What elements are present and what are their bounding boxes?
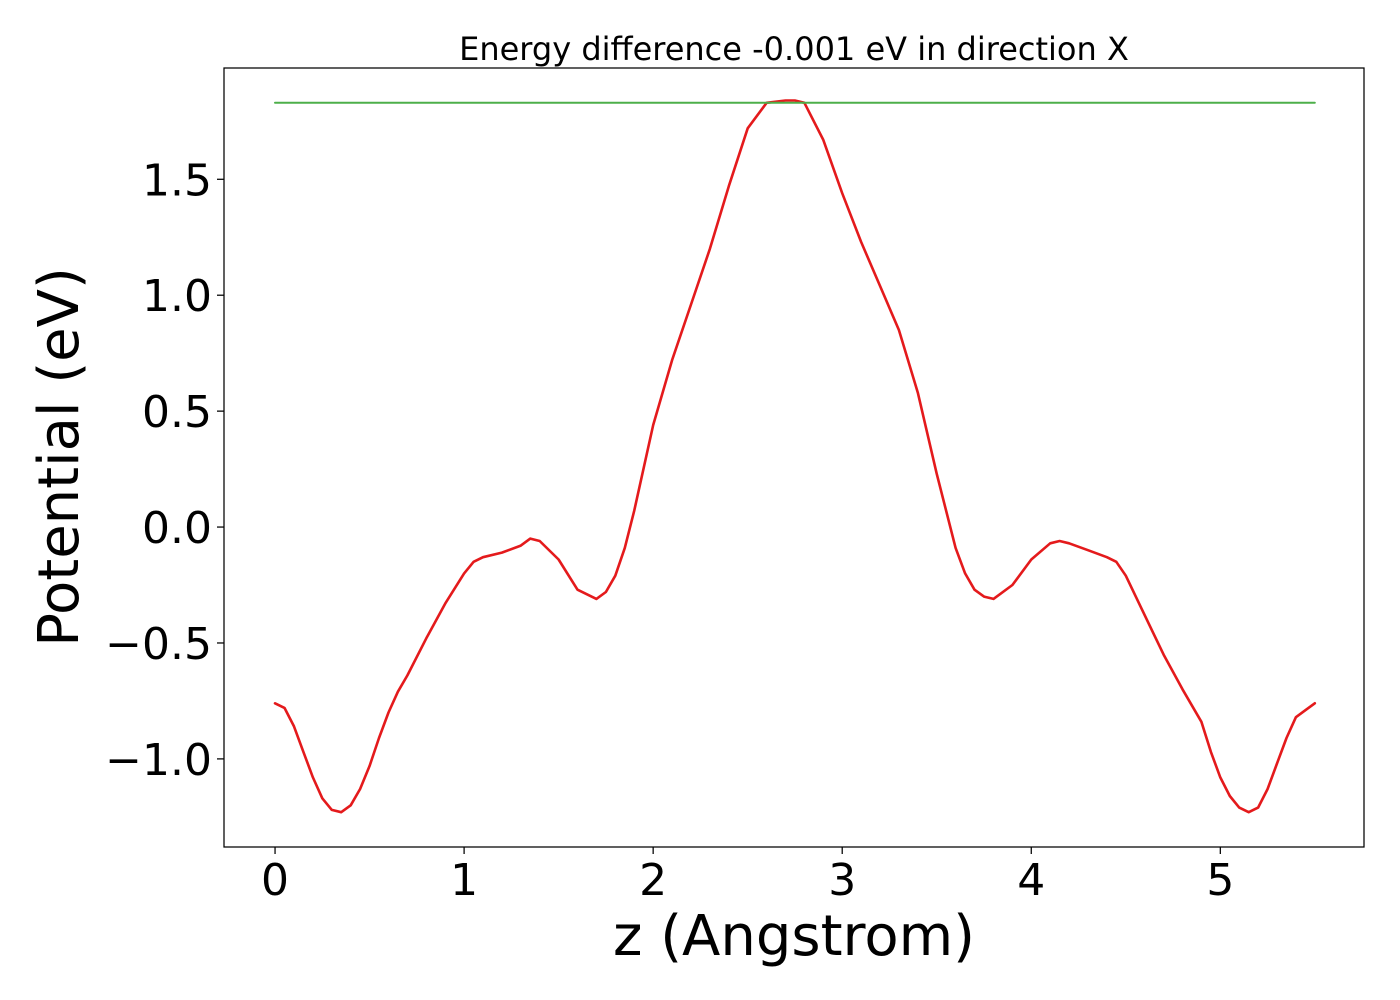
x-tick-label: 2: [639, 855, 667, 906]
y-tick-label: −0.5: [105, 619, 212, 670]
x-axis: 0 1 2 3 4 5: [261, 847, 1234, 906]
x-tick-label: 1: [450, 855, 478, 906]
x-tick-label: 3: [828, 855, 856, 906]
y-tick-label: 0.0: [142, 503, 212, 554]
y-tick-label: 0.5: [142, 387, 212, 438]
y-axis-label: Potential (eV): [27, 267, 92, 647]
x-tick-label: 4: [1017, 855, 1045, 906]
series-layer: [273, 99, 1317, 814]
x-axis-label: z (Angstrom): [613, 904, 975, 969]
y-tick-label: 1.0: [142, 271, 212, 322]
x-tick-label: 0: [261, 855, 289, 906]
y-axis: −1.0 −0.5 0.0 0.5 1.0 1.5: [105, 155, 224, 786]
chart-title: Energy difference -0.001 eV in direction…: [459, 30, 1129, 68]
y-tick-label: −1.0: [105, 735, 212, 786]
y-tick-label: 1.5: [142, 155, 212, 206]
plot-frame: [223, 67, 1365, 848]
x-tick-label: 5: [1206, 855, 1234, 906]
series-line-0: [273, 99, 1317, 814]
